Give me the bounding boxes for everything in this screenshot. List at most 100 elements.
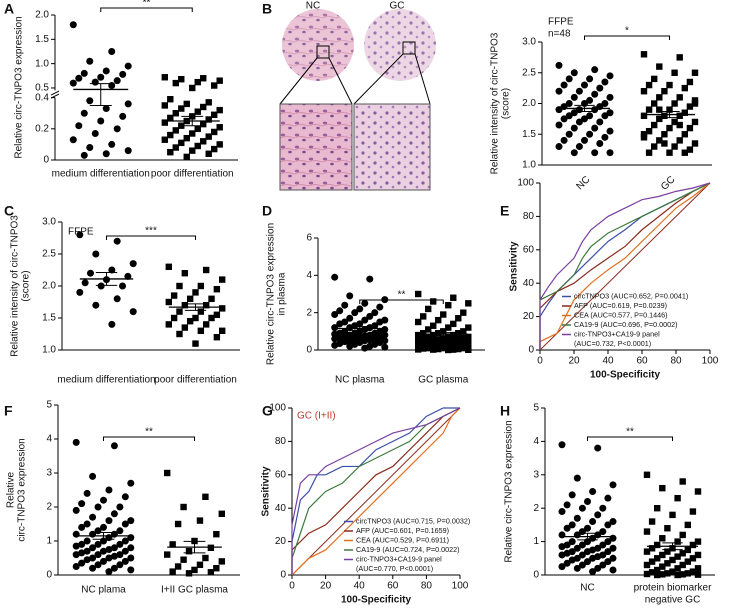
data-point [69, 79, 77, 87]
data-point [465, 346, 472, 354]
x-tick-label: NC plama [81, 585, 126, 596]
y-axis-title: Relative circ-TNPO3 expression [266, 223, 277, 365]
y-tick-label: 0 [46, 570, 52, 581]
data-point [100, 523, 107, 531]
data-point [661, 140, 668, 147]
data-point [609, 554, 617, 562]
data-point [681, 131, 688, 138]
error-bar [89, 83, 112, 106]
y-tick-label: 2 [533, 503, 539, 514]
x-tick-label: NC plasma [335, 375, 385, 386]
data-point [654, 555, 661, 562]
data-point [105, 517, 113, 525]
data-point [167, 96, 174, 103]
data-point [116, 503, 124, 511]
data-point [578, 551, 586, 559]
data-point [558, 543, 566, 551]
y-axis-title: (score) [501, 88, 512, 119]
panel-letter: H [500, 403, 510, 419]
data-point [684, 546, 691, 554]
data-point [560, 81, 568, 89]
data-point [194, 125, 201, 133]
data-point [648, 569, 656, 576]
data-point [666, 149, 673, 156]
data-point [72, 563, 80, 570]
data-point [430, 298, 437, 305]
data-point [594, 444, 602, 452]
data-point [186, 295, 194, 302]
data-point [589, 568, 597, 576]
data-point [656, 115, 663, 123]
y-axis-title: Relative circ-TNPO3 expression [504, 420, 515, 562]
data-point [205, 133, 212, 140]
data-point [346, 314, 354, 322]
y-tick-label: 40 [275, 503, 287, 514]
image-label: NC [306, 1, 320, 12]
legend-label: AFP (AUC=0.601, P=0.1659) [356, 526, 449, 535]
y-tick-label: 60 [523, 244, 535, 255]
data-point [78, 549, 86, 557]
data-point [205, 150, 212, 157]
data-point [669, 568, 676, 575]
data-point [589, 518, 597, 526]
data-point [425, 333, 432, 341]
data-point [80, 151, 88, 159]
data-point [213, 565, 220, 572]
data-point [604, 538, 612, 546]
roc-curve [291, 407, 460, 575]
data-point [575, 143, 583, 151]
data-point [586, 112, 594, 120]
data-point [170, 292, 178, 299]
data-point [110, 544, 118, 552]
data-point [192, 340, 199, 347]
data-point [555, 61, 563, 69]
data-point [445, 324, 452, 331]
data-point [606, 72, 614, 80]
data-point [127, 554, 135, 562]
significance-bracket [584, 35, 670, 40]
data-point [430, 322, 437, 329]
data-point [643, 548, 651, 555]
data-point [654, 566, 661, 574]
data-point [575, 118, 583, 126]
data-point [440, 344, 447, 352]
data-point [161, 119, 168, 126]
data-point [570, 109, 578, 117]
legend-label: circ-TNPO3+CA19-9 panel [574, 329, 660, 338]
data-point [664, 570, 671, 577]
y-tick-label: 100 [269, 403, 286, 414]
data-point [645, 81, 653, 89]
data-point [200, 120, 207, 128]
data-point [213, 286, 221, 293]
annotation: GC (I+II) [297, 411, 336, 422]
annotation: FFPE [548, 17, 574, 28]
data-point [455, 345, 462, 353]
data-point [178, 139, 185, 147]
y-tick-label: 0 [43, 155, 49, 166]
data-point [78, 523, 86, 531]
data-point [202, 321, 210, 328]
data-point [371, 309, 379, 317]
data-point [164, 469, 171, 477]
x-tick-label: medium differentiation [57, 375, 155, 386]
data-point [336, 307, 344, 315]
data-point [110, 510, 118, 518]
y-axis-title: Sensitivity [509, 241, 520, 291]
data-point [659, 563, 666, 570]
y-tick-label: 1.5 [35, 34, 49, 45]
data-point [176, 330, 183, 338]
data-point [651, 121, 658, 129]
y-tick-label: 20 [523, 311, 535, 322]
data-point [194, 78, 201, 86]
y-tick-label: 5 [533, 403, 539, 414]
data-point [664, 560, 671, 567]
data-point [194, 142, 201, 150]
y-tick-label: 0 [528, 345, 534, 356]
data-point [694, 538, 702, 545]
y-tick-label: 1.0 [35, 58, 49, 69]
data-point [664, 525, 671, 532]
data-point [659, 535, 666, 542]
data-point [465, 343, 472, 350]
data-point [684, 558, 691, 565]
significance-bracket [100, 7, 193, 12]
